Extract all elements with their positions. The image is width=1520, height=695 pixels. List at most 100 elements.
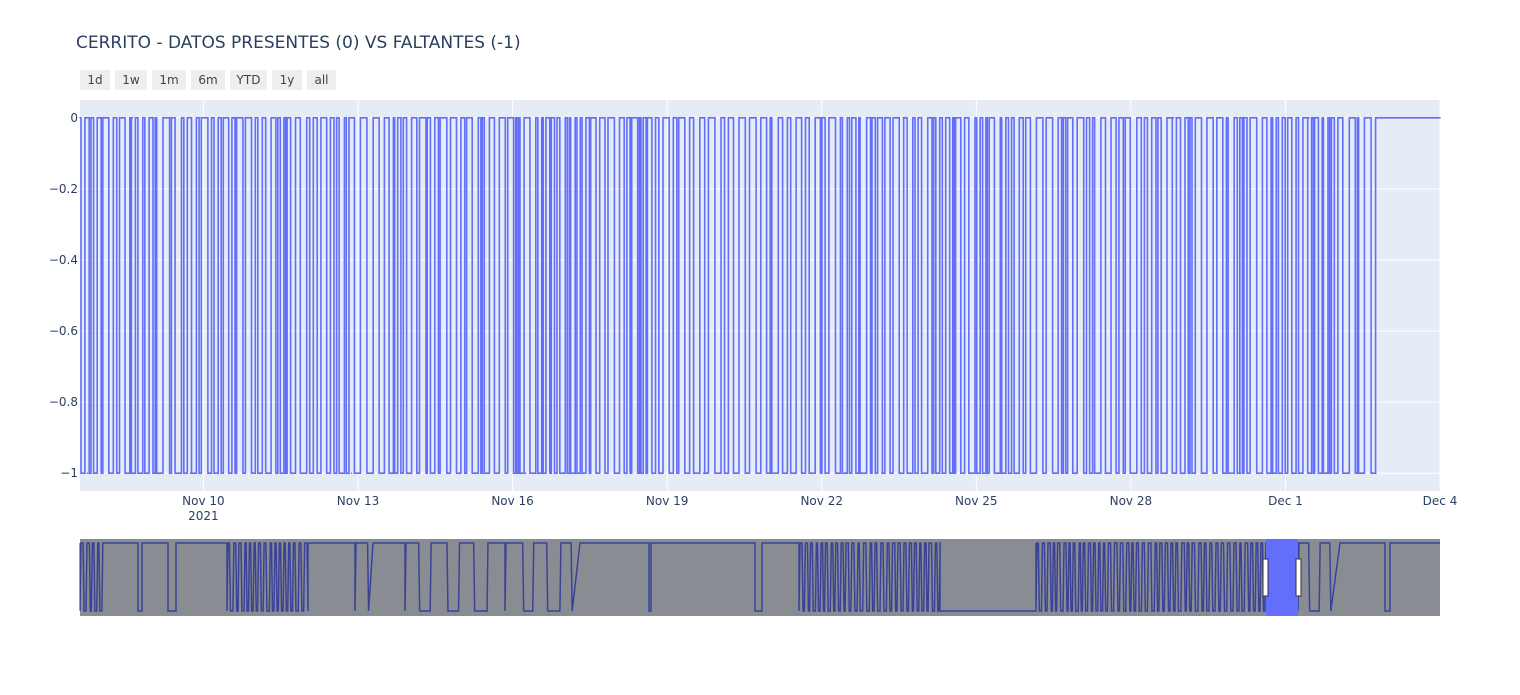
x-tick-label: Nov 10 [182,494,225,508]
data-point[interactable] [374,116,376,119]
plot-area[interactable] [79,100,1441,491]
data-point[interactable] [971,472,973,475]
chart-title: CERRITO - DATOS PRESENTES (0) VS FALTANT… [76,33,521,53]
data-point[interactable] [636,116,638,119]
data-point[interactable] [249,116,252,119]
range-button-1d[interactable]: 1d [80,70,110,90]
data-point[interactable] [309,472,312,475]
y-tick-label: −0.2 [49,182,78,196]
range-button-1y[interactable]: 1y [272,70,302,90]
data-point[interactable] [228,472,231,475]
data-point[interactable] [1263,116,1265,119]
data-point[interactable] [1016,472,1018,475]
x-tick-label: Dec 1 [1268,494,1303,508]
data-point[interactable] [947,116,950,119]
y-tick-label: −0.8 [49,395,78,409]
slider-handle-left[interactable] [1262,558,1269,597]
y-tick-label: 0 [70,111,78,125]
data-point[interactable] [395,472,398,475]
data-point[interactable] [1082,116,1085,119]
range-button-6m[interactable]: 6m [191,70,225,90]
data-point[interactable] [569,472,572,475]
data-point[interactable] [438,472,441,475]
data-point[interactable] [116,472,119,475]
data-point[interactable] [902,116,905,119]
data-point[interactable] [745,472,748,475]
data-point[interactable] [591,116,593,119]
data-point[interactable] [1037,116,1040,119]
y-tick-label: −0.6 [49,324,78,338]
data-point[interactable] [103,116,106,119]
data-point[interactable] [524,472,527,475]
data-point[interactable] [992,116,995,119]
x-tick-label: Nov 16 [491,494,534,508]
range-button-1w[interactable]: 1w [115,70,147,90]
data-point[interactable] [657,472,660,475]
data-point[interactable] [1149,472,1151,475]
data-point[interactable] [1413,116,1416,119]
data-point[interactable] [790,472,793,475]
data-point[interactable] [1218,116,1220,119]
x-tick-label: Dec 4 [1423,494,1458,508]
data-point[interactable] [859,116,862,119]
range-slider[interactable] [79,539,1440,616]
data-point[interactable] [1374,472,1377,475]
range-button-all[interactable]: all [307,70,336,90]
data-point[interactable] [1104,472,1106,475]
data-point[interactable] [419,116,422,119]
data-point[interactable] [1439,116,1441,119]
data-point[interactable] [503,116,505,119]
data-point[interactable] [460,116,462,119]
data-point[interactable] [288,116,291,119]
data-point[interactable] [350,472,353,475]
data-point[interactable] [814,116,817,119]
data-point[interactable] [769,116,771,119]
slider-mask-right [1298,539,1440,616]
range-button-ytd[interactable]: YTD [230,70,267,90]
data-point[interactable] [86,472,89,475]
data-point[interactable] [269,472,271,475]
slider-selected-window[interactable] [1266,539,1298,616]
data-point[interactable] [881,472,883,475]
data-point[interactable] [1194,472,1197,475]
x-tick-label: Nov 19 [646,494,689,508]
data-point[interactable] [1239,472,1242,475]
data-point[interactable] [153,472,155,475]
data-point[interactable] [835,472,838,475]
data-point[interactable] [1284,472,1287,475]
x-tick-year-label: 2021 [188,509,219,523]
x-tick-label: Nov 22 [800,494,843,508]
series-line[interactable] [80,116,1440,475]
data-point[interactable] [1061,472,1063,475]
data-point[interactable] [926,472,928,475]
slider-overview-line [79,542,1440,612]
x-tick-label: Nov 25 [955,494,998,508]
range-button-1m[interactable]: 1m [152,70,186,90]
x-tick-label: Nov 13 [337,494,380,508]
data-point[interactable] [702,472,705,475]
slider-mask-left [80,539,1266,616]
data-point[interactable] [131,116,134,119]
data-point[interactable] [546,116,548,119]
data-point[interactable] [679,116,681,119]
data-point[interactable] [1329,472,1332,475]
data-point[interactable] [331,116,334,119]
data-point[interactable] [211,116,213,119]
slider-handle-right[interactable] [1295,558,1302,597]
y-axis: 0 −0.2 −0.4 −0.6 −0.8 −1 [49,111,78,480]
data-point[interactable] [1353,116,1355,119]
data-point[interactable] [1127,116,1130,119]
y-tick-label: −0.4 [49,253,78,267]
data-point[interactable] [170,116,173,119]
data-point[interactable] [189,472,192,475]
data-point[interactable] [481,472,484,475]
data-point[interactable] [79,116,81,119]
y-tick-label: −1 [60,466,78,480]
data-point[interactable] [1308,116,1310,119]
data-point[interactable] [1172,116,1175,119]
x-tick-label: Nov 28 [1110,494,1153,508]
data-point[interactable] [724,116,726,119]
data-point[interactable] [614,472,617,475]
